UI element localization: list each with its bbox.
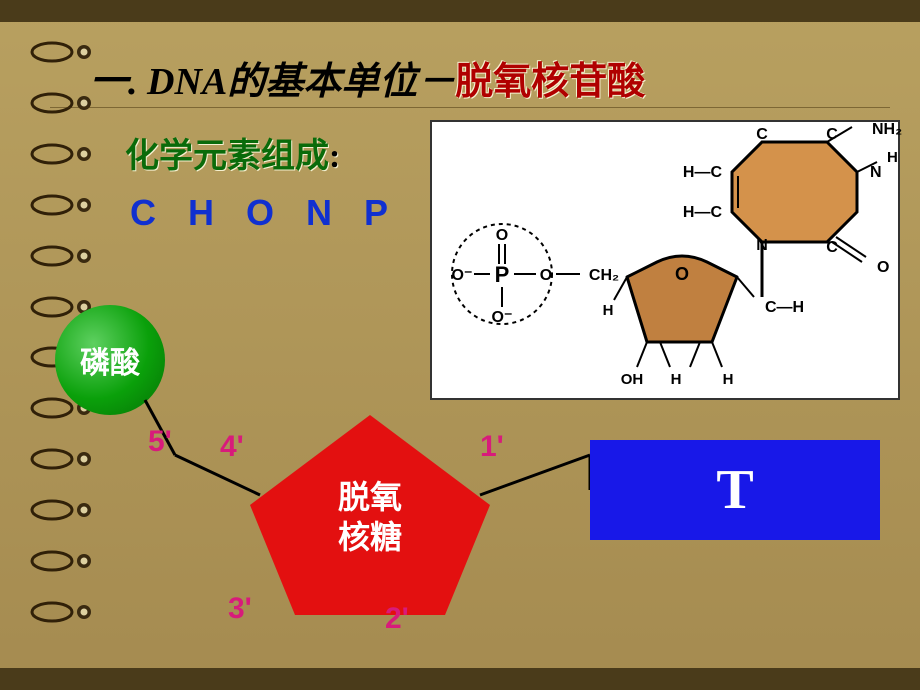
prime-5: 5' [148, 425, 172, 459]
prime-3: 3' [228, 592, 252, 626]
prime-2: 2' [385, 602, 409, 636]
base-node: T [590, 440, 880, 540]
prime-4: 4' [220, 430, 244, 464]
base-label: T [716, 458, 753, 522]
pentagon-label-line1: 脱氧 [338, 479, 402, 515]
deoxyribose-node: 脱氧 核糖 [250, 415, 490, 615]
prime-1: 1' [480, 430, 504, 464]
pentagon-label-line2: 核糖 [338, 519, 402, 555]
slide-background: 一. DNA的基本单位－脱氧核苷酸 化学元素组成: C H O N P P O … [0, 0, 920, 690]
